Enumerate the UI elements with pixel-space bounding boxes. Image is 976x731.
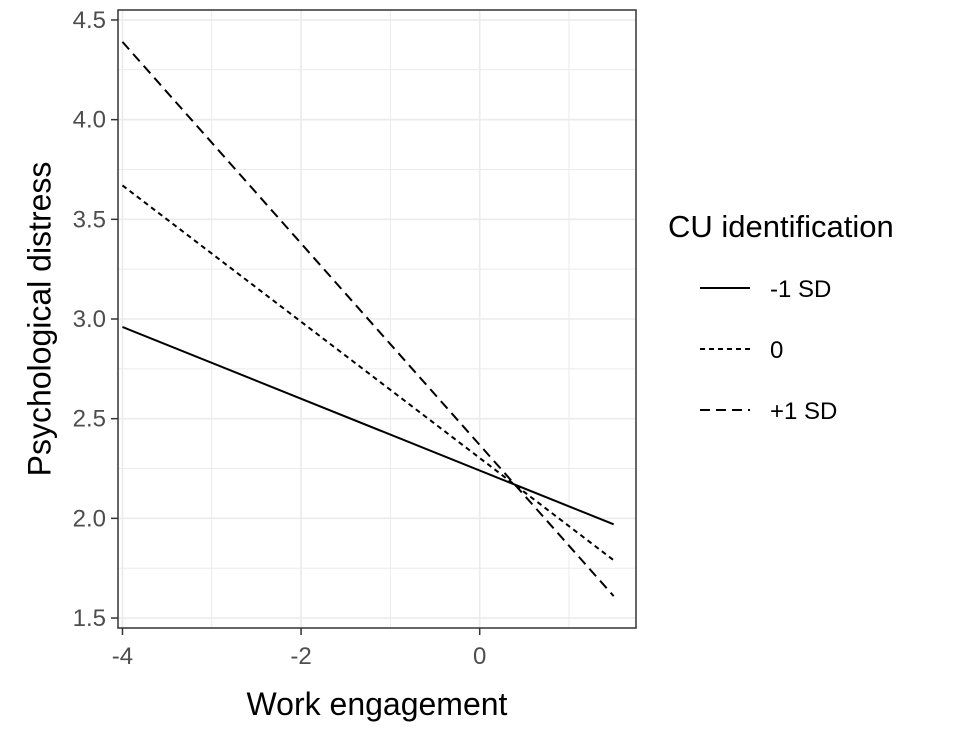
y-tick-label: 2.5 (73, 406, 106, 433)
x-tick-label: -2 (290, 643, 311, 670)
y-axis-ticks: 1.5 2.0 2.5 3.0 3.5 4.0 4.5 (73, 7, 118, 632)
legend-label-2: +1 SD (770, 398, 837, 425)
x-tick-label: -4 (112, 643, 133, 670)
legend-label-1: 0 (770, 337, 783, 364)
y-tick-label: 3.5 (73, 206, 106, 233)
y-tick-label: 4.0 (73, 107, 106, 134)
legend-label-0: -1 SD (770, 276, 831, 303)
x-axis-ticks: -4 -2 0 (112, 628, 486, 670)
y-axis-title: Psychological distress (21, 162, 57, 477)
series-line-0 (122, 326, 615, 526)
y-tick-label: 4.5 (73, 7, 106, 34)
legend-title: CU identification (668, 209, 894, 244)
series-line-1 (121, 184, 615, 562)
major-gridlines (118, 10, 636, 628)
y-tick-label: 3.0 (73, 306, 106, 333)
y-tick-label: 1.5 (73, 605, 106, 632)
series-line-2 (121, 41, 615, 597)
x-tick-label: 0 (473, 643, 486, 670)
legend: CU identification -1 SD 0 +1 SD (668, 209, 894, 425)
x-axis-title: Work engagement (247, 686, 508, 722)
y-tick-label: 2.0 (73, 505, 106, 532)
series-lines (121, 41, 615, 597)
